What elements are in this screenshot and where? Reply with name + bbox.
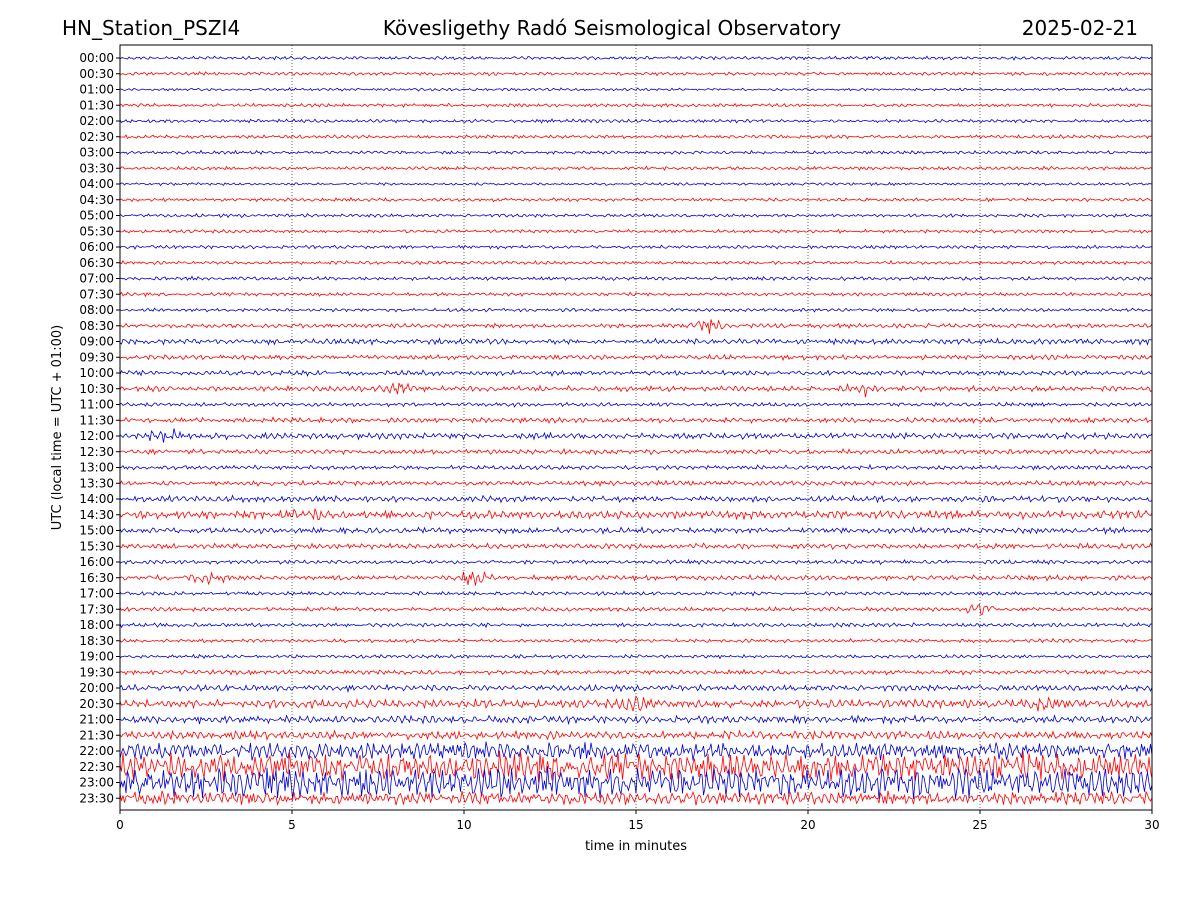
y-tick-label-1700: 17:00: [79, 587, 114, 601]
trace-2030: [119, 695, 1153, 712]
y-tick-label-1230: 12:30: [79, 445, 114, 459]
trace-1900: [119, 653, 1153, 660]
y-tick-label-0400: 04:00: [79, 177, 114, 191]
trace-0800: [119, 307, 1153, 313]
y-tick-label-1630: 16:30: [79, 571, 114, 585]
trace-0630: [119, 259, 1153, 266]
x-tick-label-10: 10: [456, 818, 471, 832]
trace-1700: [119, 590, 1153, 597]
y-tick-label-0930: 09:30: [79, 350, 114, 364]
y-tick-label-2300: 23:00: [79, 776, 114, 790]
y-tick-label-1200: 12:00: [79, 429, 114, 443]
y-tick-label-1300: 13:00: [79, 461, 114, 475]
y-tick-label-1830: 18:30: [79, 634, 114, 648]
trace-0700: [119, 275, 1153, 282]
y-tick-label-2030: 20:30: [79, 697, 114, 711]
y-tick-label-0300: 03:00: [79, 146, 114, 160]
trace-0600: [119, 244, 1152, 250]
y-tick-label-0700: 07:00: [79, 272, 114, 286]
trace-1130: [119, 416, 1153, 425]
trace-1500: [119, 526, 1153, 536]
y-tick-label-1930: 19:30: [79, 665, 114, 679]
y-tick-label-1430: 14:30: [79, 508, 114, 522]
y-tick-label-1530: 15:30: [79, 539, 114, 553]
y-tick-label-2000: 20:00: [79, 681, 114, 695]
y-tick-label-1500: 15:00: [79, 524, 114, 538]
station-name: HN_Station_PSZI4: [62, 16, 241, 40]
y-tick-label-1130: 11:30: [79, 413, 114, 427]
y-tick-label-1400: 14:00: [79, 492, 114, 506]
x-tick-label-0: 0: [116, 818, 124, 832]
y-tick-label-0430: 04:30: [79, 193, 114, 207]
y-tick-label-0900: 09:00: [79, 335, 114, 349]
x-tick-label-20: 20: [800, 818, 815, 832]
trace-0430: [119, 196, 1153, 203]
y-tick-label-0500: 05:00: [79, 209, 114, 223]
y-tick-label-1900: 19:00: [79, 650, 114, 664]
y-tick-label-2230: 22:30: [79, 760, 114, 774]
y-tick-label-2200: 22:00: [79, 744, 114, 758]
trace-1800: [119, 621, 1153, 629]
x-tick-label-5: 5: [288, 818, 296, 832]
time-grid: [291, 45, 981, 810]
trace-0000: [119, 55, 1153, 61]
y-tick-label-0600: 06:00: [79, 240, 114, 254]
trace-0200: [119, 118, 1153, 124]
y-tick-label-0830: 08:30: [79, 319, 114, 333]
trace-1600: [119, 558, 1153, 566]
y-tick-label-1600: 16:00: [79, 555, 114, 569]
chart-date: 2025-02-21: [1021, 16, 1138, 40]
trace-1100: [119, 401, 1153, 408]
y-tick-label-0530: 05:30: [79, 224, 114, 238]
x-tick-label-15: 15: [628, 818, 643, 832]
x-tick-label-30: 30: [1144, 818, 1159, 832]
y-tick-label-0630: 06:30: [79, 256, 114, 270]
y-tick-label-1000: 10:00: [79, 366, 114, 380]
y-tick-label-2100: 21:00: [79, 713, 114, 727]
y-tick-label-0030: 00:30: [79, 67, 114, 81]
y-tick-label-1730: 17:30: [79, 602, 114, 616]
y-tick-label-0130: 01:30: [79, 98, 114, 112]
chart-title: Kövesligethy Radó Seismological Observat…: [382, 16, 842, 40]
y-tick-label-1100: 11:00: [79, 398, 114, 412]
y-tick-label-0200: 02:00: [79, 114, 114, 128]
x-axis-ticks: 0 5 10 15 20 25 30: [116, 810, 1160, 832]
y-tick-label-1800: 18:00: [79, 618, 114, 632]
y-tick-label-0230: 02:30: [79, 130, 114, 144]
trace-2000: [119, 683, 1153, 694]
y-tick-label-0100: 01:00: [79, 83, 114, 97]
x-tick-label-25: 25: [972, 818, 987, 832]
trace-0230: [119, 134, 1153, 140]
y-tick-label-1330: 13:30: [79, 476, 114, 490]
y-tick-label-1030: 10:30: [79, 382, 114, 396]
y-tick-label-0730: 07:30: [79, 287, 114, 301]
y-tick-label-0800: 08:00: [79, 303, 114, 317]
trace-2330: [119, 790, 1153, 806]
y-tick-label-0000: 00:00: [79, 51, 114, 65]
x-axis-label: time in minutes: [585, 839, 687, 854]
y-tick-label-2130: 21:30: [79, 728, 114, 742]
trace-2100: [119, 714, 1153, 726]
y-tick-label-2330: 23:30: [79, 791, 114, 805]
y-tick-label-0330: 03:30: [79, 161, 114, 175]
trace-0030: [120, 71, 1153, 77]
y-axis-label: UTC (local time = UTC + 01:00): [50, 325, 65, 530]
